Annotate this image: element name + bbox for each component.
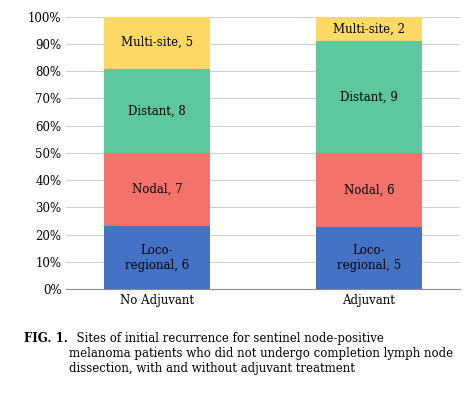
Bar bbox=[316, 41, 422, 153]
Bar bbox=[104, 226, 210, 289]
Text: Multi-site, 5: Multi-site, 5 bbox=[121, 36, 193, 49]
Bar bbox=[104, 69, 210, 153]
Text: FIG. 1.: FIG. 1. bbox=[24, 332, 68, 345]
Text: Distant, 8: Distant, 8 bbox=[128, 104, 186, 117]
Text: Loco-
regional, 6: Loco- regional, 6 bbox=[125, 244, 189, 272]
Bar bbox=[104, 153, 210, 226]
Bar bbox=[316, 153, 422, 227]
Text: Distant, 9: Distant, 9 bbox=[340, 90, 398, 104]
Bar bbox=[104, 17, 210, 69]
Text: Loco-
regional, 5: Loco- regional, 5 bbox=[337, 244, 401, 272]
Text: Nodal, 7: Nodal, 7 bbox=[132, 183, 182, 196]
Text: Nodal, 6: Nodal, 6 bbox=[344, 183, 394, 197]
Bar bbox=[316, 227, 422, 289]
Text: Multi-site, 2: Multi-site, 2 bbox=[333, 22, 405, 36]
Bar bbox=[316, 17, 422, 41]
Text: Sites of initial recurrence for sentinel node-positive
melanoma patients who did: Sites of initial recurrence for sentinel… bbox=[69, 332, 453, 375]
